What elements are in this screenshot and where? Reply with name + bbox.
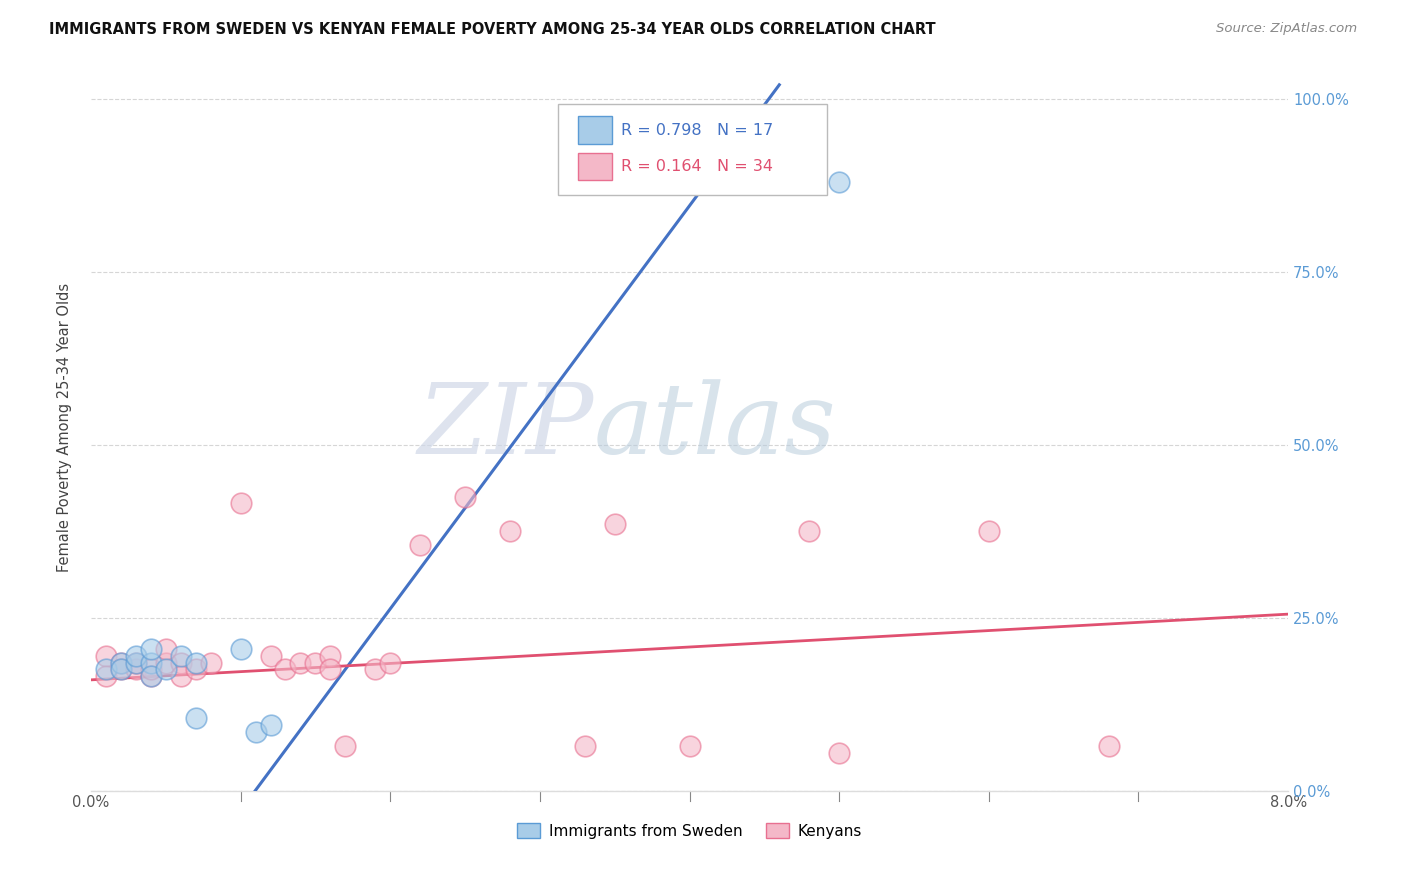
Point [574,739,596,753]
Point [170,669,193,683]
Point [259,718,281,732]
Text: IMMIGRANTS FROM SWEDEN VS KENYAN FEMALE POVERTY AMONG 25-34 YEAR OLDS CORRELATIO: IMMIGRANTS FROM SWEDEN VS KENYAN FEMALE … [49,22,936,37]
Point [200,656,222,670]
Point [304,656,326,670]
Point [380,656,402,670]
Point [184,656,207,670]
Point [125,656,148,670]
Point [94,648,117,663]
Point [125,648,148,663]
Point [139,669,162,683]
Point [499,524,522,538]
Point [155,656,177,670]
Point [799,524,821,538]
Text: ZIP: ZIP [418,380,593,475]
Point [319,663,342,677]
Point [335,739,357,753]
Point [170,648,193,663]
Y-axis label: Female Poverty Among 25-34 Year Olds: Female Poverty Among 25-34 Year Olds [58,283,72,572]
Point [94,663,117,677]
Point [229,496,252,510]
Point [170,656,193,670]
Point [125,663,148,677]
Point [454,490,477,504]
Point [184,663,207,677]
Text: R = 0.798   N = 17: R = 0.798 N = 17 [621,123,773,137]
Legend: Immigrants from Sweden, Kenyans: Immigrants from Sweden, Kenyans [510,816,868,845]
Point [977,524,1000,538]
Point [828,746,851,760]
Point [290,656,312,670]
Point [319,648,342,663]
Point [229,641,252,656]
Text: Source: ZipAtlas.com: Source: ZipAtlas.com [1216,22,1357,36]
Point [110,656,132,670]
Point [155,641,177,656]
Point [110,656,132,670]
Point [110,663,132,677]
Point [648,112,671,127]
Point [828,175,851,189]
Point [155,663,177,677]
Point [184,711,207,725]
Text: R = 0.164   N = 34: R = 0.164 N = 34 [621,159,773,174]
Text: atlas: atlas [593,380,837,475]
Bar [578,153,612,180]
Point [125,656,148,670]
FancyBboxPatch shape [558,104,827,194]
Point [364,663,387,677]
Point [139,656,162,670]
Point [274,663,297,677]
Point [409,538,432,552]
Point [678,739,700,753]
Point [139,663,162,677]
Point [139,669,162,683]
Point [603,517,626,532]
Point [139,641,162,656]
Point [94,669,117,683]
Bar [578,116,612,144]
Point [245,724,267,739]
Point [259,648,281,663]
Point [110,663,132,677]
Point [1097,739,1119,753]
